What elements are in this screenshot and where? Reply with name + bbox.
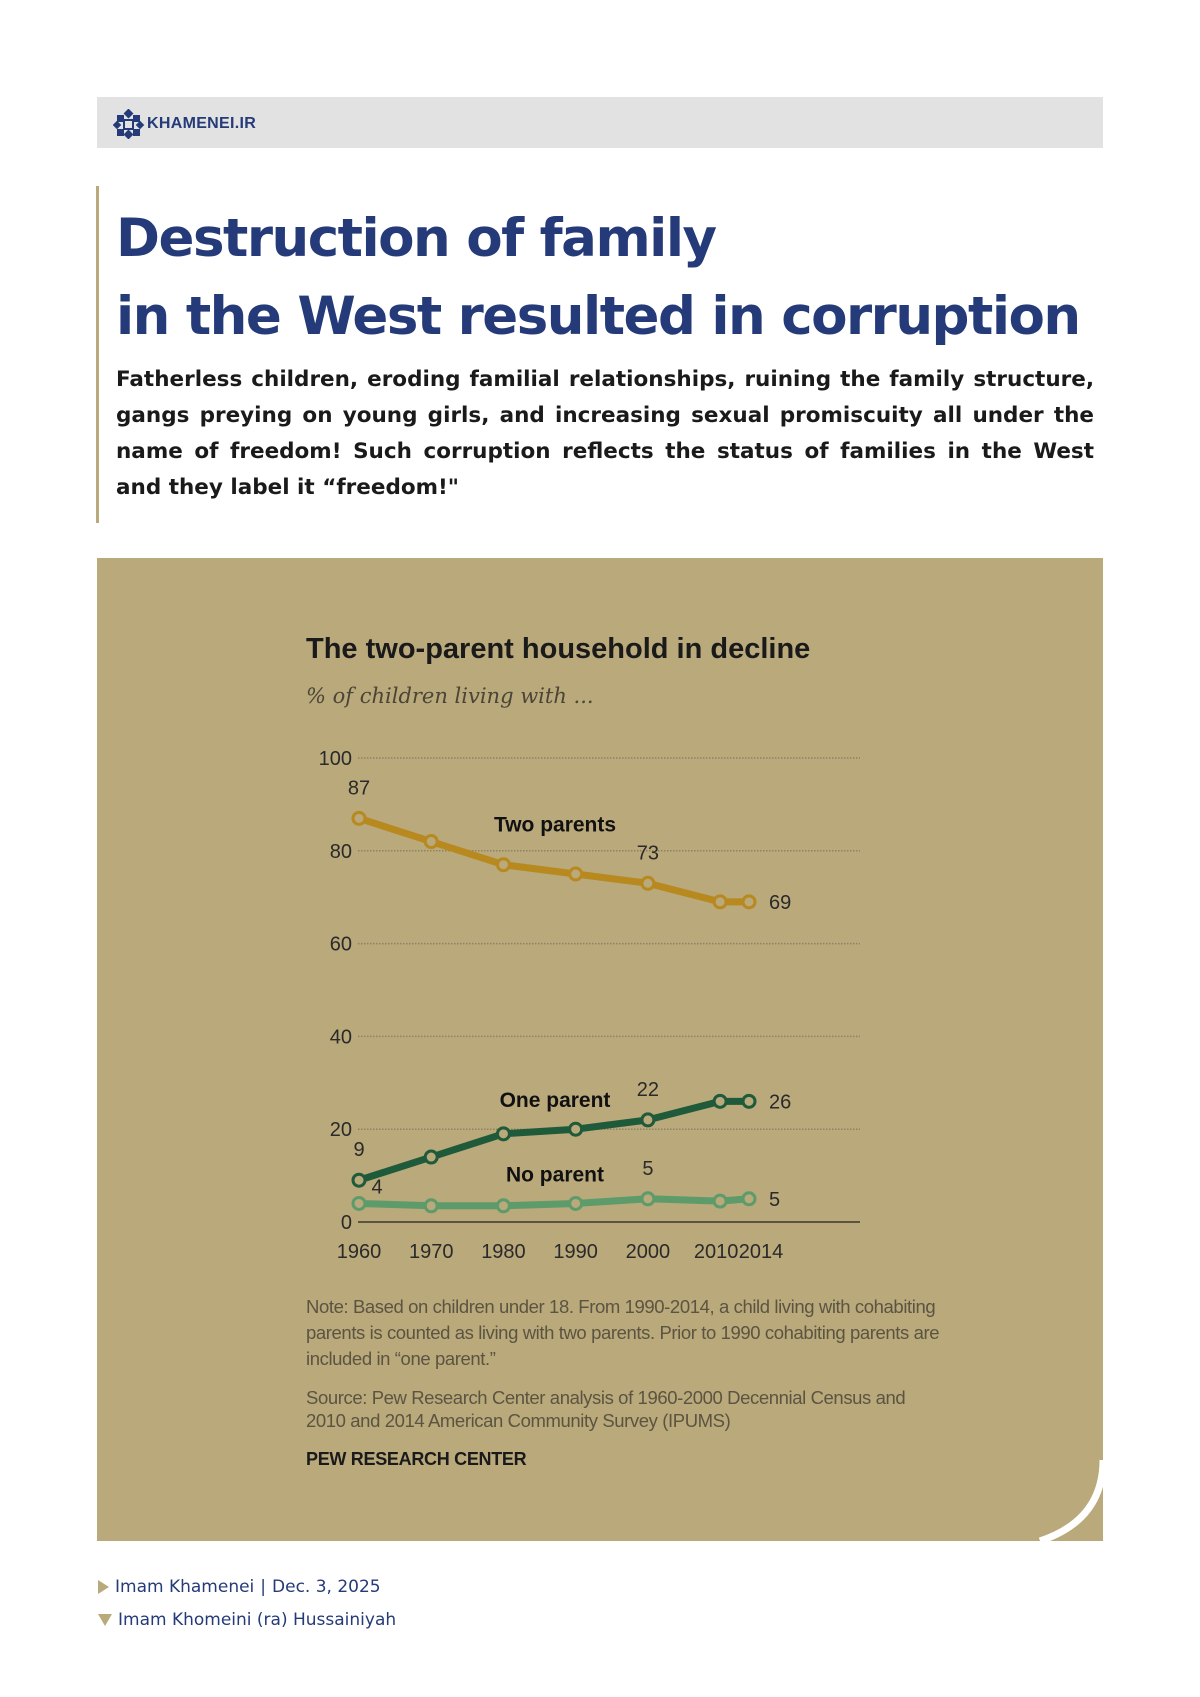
footer-location: Imam Khomeini (ra) Hussainiyah: [118, 1610, 397, 1630]
corner-arc-decoration: [1038, 1459, 1107, 1545]
data-point-one-parent-1980: [495, 1126, 511, 1142]
title-line-2: in the West resulted in corruption: [116, 286, 1081, 347]
article-title: Destruction of family in the West result…: [116, 200, 1081, 356]
data-point-no-parent-1960: [351, 1195, 367, 1211]
footer-date: Dec. 3, 2025: [272, 1577, 381, 1597]
series-line-no-parent: [358, 1195, 750, 1210]
chart-credit: PEW RESEARCH CENTER: [306, 1449, 527, 1469]
data-label-one-parent-1960: 9: [353, 1139, 364, 1161]
data-point-two-parents-1990: [568, 866, 584, 882]
data-point-two-parents-1980: [495, 857, 511, 873]
triangle-right-icon: [98, 1580, 109, 1594]
data-point-one-parent-2014: [741, 1093, 757, 1109]
star-pattern-logo-icon: [113, 109, 145, 139]
x-tick-label-2014: 2014: [739, 1241, 784, 1263]
data-point-one-parent-1990: [568, 1121, 584, 1137]
data-point-no-parent-2010: [712, 1193, 728, 1209]
y-tick-label-80: 80: [330, 841, 352, 863]
panel-corner: [1010, 1445, 1103, 1541]
series-label-one-parent: One parent: [500, 1089, 611, 1112]
series-label-no-parent: No parent: [506, 1163, 604, 1186]
data-label-no-parent-2000: 5: [642, 1158, 653, 1180]
data-label-two-parents-1960: 87: [348, 777, 370, 799]
y-tick-label-100: 100: [319, 748, 352, 770]
chart-subtitle: % of children living with ...: [306, 684, 594, 708]
data-point-one-parent-1960: [351, 1172, 367, 1188]
chart-source: Source: Pew Research Center analysis of …: [306, 1387, 906, 1431]
footer-speaker-line: Imam Khamenei | Dec. 3, 2025: [98, 1577, 381, 1597]
data-point-two-parents-2000: [640, 875, 656, 891]
y-tick-label-20: 20: [330, 1119, 352, 1141]
data-label-two-parents-2014: 69: [769, 892, 791, 914]
chart-note: Note: Based on children under 18. From 1…: [306, 1296, 940, 1369]
data-point-two-parents-2010: [712, 894, 728, 910]
data-point-no-parent-1980: [495, 1198, 511, 1214]
footer-location-line: Imam Khomeini (ra) Hussainiyah: [98, 1610, 396, 1630]
data-label-one-parent-2014: 26: [769, 1091, 791, 1113]
data-point-one-parent-2000: [640, 1112, 656, 1128]
title-line-1: Destruction of family: [116, 208, 717, 269]
y-tick-label-40: 40: [330, 1026, 352, 1048]
data-point-no-parent-1990: [568, 1195, 584, 1211]
data-point-one-parent-2010: [712, 1093, 728, 1109]
y-tick-label-60: 60: [330, 934, 352, 956]
footer-speaker: Imam Khamenei: [115, 1577, 255, 1597]
data-point-one-parent-1970: [423, 1149, 439, 1165]
chart-title: The two-parent household in decline: [306, 633, 811, 665]
chart-panel: [97, 558, 1103, 1541]
site-logo[interactable]: KHAMENEI.IR: [113, 109, 256, 139]
series-label-two-parents: Two parents: [494, 814, 616, 837]
x-tick-label-1980: 1980: [481, 1241, 526, 1263]
article-lede: Fatherless children, eroding familial re…: [116, 367, 1094, 500]
x-tick-label-1990: 1990: [553, 1241, 598, 1263]
footer-separator: |: [260, 1577, 267, 1597]
data-point-two-parents-1970: [423, 834, 439, 850]
data-point-two-parents-1960: [351, 810, 367, 826]
x-tick-label-1960: 1960: [337, 1241, 382, 1263]
data-label-two-parents-2000: 73: [637, 842, 659, 864]
x-tick-label-2000: 2000: [626, 1241, 671, 1263]
data-point-no-parent-2014: [741, 1191, 757, 1207]
header-bar: KHAMENEI.IR: [97, 97, 1103, 148]
x-tick-label-2010: 2010: [694, 1241, 739, 1263]
logo-text: KHAMENEI.IR: [147, 115, 257, 132]
x-tick-label-1970: 1970: [409, 1241, 454, 1263]
data-point-two-parents-2014: [741, 894, 757, 910]
data-label-no-parent-2014: 5: [769, 1189, 780, 1211]
data-point-no-parent-1970: [423, 1198, 439, 1214]
data-label-no-parent-1960: 4: [371, 1176, 382, 1198]
y-tick-label-0: 0: [341, 1212, 352, 1234]
data-label-one-parent-2000: 22: [637, 1079, 659, 1101]
data-point-no-parent-2000: [640, 1191, 656, 1207]
title-accent-bar: [96, 186, 99, 523]
triangle-down-icon: [98, 1614, 112, 1626]
